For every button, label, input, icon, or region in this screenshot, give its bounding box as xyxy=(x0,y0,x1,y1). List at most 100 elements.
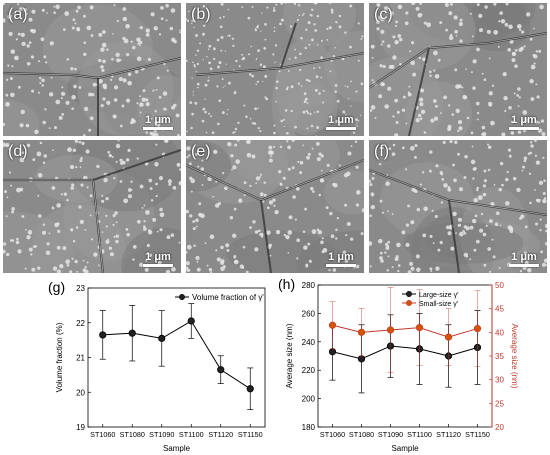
chart-g: 19 20 21 22 23 ST1060 ST1080 ST1090 ST1100 ST1120… xyxy=(48,279,266,453)
precipitate-dot xyxy=(150,117,153,120)
precipitate-dot xyxy=(86,261,89,264)
precipitate-dot xyxy=(273,124,276,127)
precipitate-dot xyxy=(542,198,547,204)
precipitate-dot xyxy=(334,46,336,49)
precipitate-dot xyxy=(42,120,46,125)
precipitate-dot xyxy=(34,129,39,135)
precipitate-dot xyxy=(253,122,257,125)
precipitate-dot xyxy=(93,252,98,257)
precipitate-dot xyxy=(108,153,112,158)
precipitate-dot xyxy=(52,266,58,271)
precipitate-dot xyxy=(272,198,276,202)
precipitate-dot xyxy=(388,65,393,69)
precipitate-dot xyxy=(195,255,200,261)
scale-bar: 1 μm xyxy=(143,114,173,130)
precipitate-dot xyxy=(416,207,421,212)
precipitate-dot xyxy=(155,88,158,91)
data-point xyxy=(187,317,195,325)
precipitate-dot xyxy=(482,184,486,188)
precipitate-dot xyxy=(219,25,223,29)
precipitate-dot xyxy=(72,239,76,243)
precipitate-dot xyxy=(413,155,417,159)
series-line xyxy=(102,320,251,390)
precipitate-dot xyxy=(195,70,198,73)
precipitate-dot xyxy=(207,79,210,82)
precipitate-dot xyxy=(221,78,224,80)
precipitate-dot xyxy=(243,194,246,197)
precipitate-dot xyxy=(369,265,372,268)
precipitate-dot xyxy=(261,235,264,238)
precipitate-dot xyxy=(446,225,450,230)
precipitate-dot xyxy=(159,207,163,212)
precipitate-dot xyxy=(371,195,374,197)
precipitate-dot xyxy=(19,123,24,128)
precipitate-dot xyxy=(204,83,208,87)
precipitate-dot xyxy=(113,98,118,102)
precipitate-dot xyxy=(401,108,406,112)
precipitate-dot xyxy=(3,3,6,6)
scale-label: 1 μm xyxy=(328,114,354,126)
precipitate-dot xyxy=(42,230,47,235)
precipitate-dot xyxy=(511,51,516,56)
precipitate-dot xyxy=(90,238,94,241)
precipitate-dot xyxy=(15,240,20,245)
precipitate-dot xyxy=(306,102,309,104)
legend-label: Small-size γ' xyxy=(419,301,458,308)
precipitate-dot xyxy=(509,39,514,44)
precipitate-dot xyxy=(235,159,241,164)
precipitate-dot xyxy=(73,84,77,89)
precipitate-dot xyxy=(404,168,408,171)
precipitate-dot xyxy=(374,116,377,119)
precipitate-dot xyxy=(535,50,538,53)
precipitate-dot xyxy=(542,191,546,196)
series-0 xyxy=(328,310,482,394)
precipitate-dot xyxy=(122,78,127,83)
precipitate-dot xyxy=(294,56,297,59)
precipitate-dot xyxy=(330,11,334,14)
shade-patch xyxy=(186,140,232,192)
precipitate-dot xyxy=(106,48,109,51)
precipitate-dot xyxy=(392,143,396,147)
precipitate-dot xyxy=(535,160,541,165)
precipitate-dot xyxy=(79,166,82,169)
precipitate-dot xyxy=(269,150,274,155)
precipitate-dot xyxy=(473,197,478,203)
precipitate-dot xyxy=(530,64,536,70)
precipitate-dot xyxy=(350,145,353,148)
precipitate-dot xyxy=(61,86,64,89)
precipitate-dot xyxy=(89,116,94,121)
precipitate-dot xyxy=(299,171,303,175)
precipitate-dot xyxy=(518,28,522,32)
precipitate-dot xyxy=(526,12,531,17)
precipitate-dot xyxy=(316,157,321,162)
precipitate-dot xyxy=(272,9,276,12)
precipitate-dot xyxy=(275,100,277,103)
precipitate-dot xyxy=(457,223,461,227)
precipitate-dot xyxy=(213,149,218,154)
y-right-tick-label: 30 xyxy=(495,376,504,385)
precipitate-dot xyxy=(355,190,361,195)
precipitate-dot xyxy=(153,26,159,31)
precipitate-dot xyxy=(39,76,42,80)
precipitate-dot xyxy=(384,104,389,109)
precipitate-dot xyxy=(259,192,264,197)
precipitate-dot xyxy=(510,131,515,135)
precipitate-dot xyxy=(473,248,477,252)
precipitate-dot xyxy=(145,28,150,33)
precipitate-dot xyxy=(507,148,512,152)
precipitate-dot xyxy=(186,19,190,23)
precipitate-dot xyxy=(421,171,425,174)
precipitate-dot xyxy=(62,28,66,31)
precipitate-dot xyxy=(266,6,269,9)
precipitate-dot xyxy=(412,72,417,77)
legend-label: Volume fraction of γ' xyxy=(192,293,264,302)
precipitate-dot xyxy=(409,50,412,53)
precipitate-dot xyxy=(186,209,189,214)
precipitate-dot xyxy=(221,171,225,175)
precipitate-dot xyxy=(435,266,440,271)
precipitate-dot xyxy=(79,159,83,163)
precipitate-dot xyxy=(357,120,360,122)
precipitate-dot xyxy=(154,109,157,113)
precipitate-dot xyxy=(382,64,386,69)
data-point xyxy=(444,333,453,341)
